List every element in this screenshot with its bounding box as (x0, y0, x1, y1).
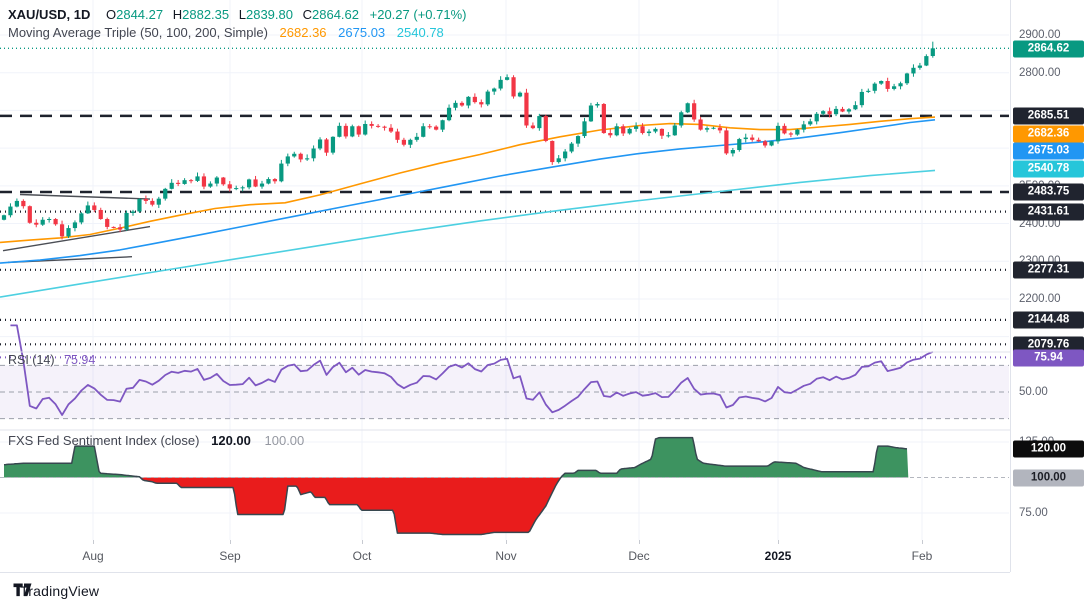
time-axis-tick (362, 540, 363, 544)
symbol-title[interactable]: XAU/USD, 1D (8, 7, 91, 22)
sentiment-positive-area (4, 437, 909, 478)
price-axis-badge: 2277.31 (1013, 261, 1084, 279)
time-axis-label: Sep (219, 549, 241, 563)
price-axis-badge: 2685.51 (1013, 107, 1084, 125)
price-axis[interactable]: 2900.002800.002500.002400.002300.002200.… (1010, 0, 1086, 572)
high-value: 2882.35 (182, 7, 230, 22)
rsi-value: 75.94 (64, 353, 96, 367)
ma100-value: 2675.03 (338, 25, 386, 40)
ma200-value: 2540.78 (396, 25, 444, 40)
price-axis-badge: 2483.75 (1013, 183, 1084, 201)
price-axis-badge: 2431.61 (1013, 203, 1084, 220)
low-label: L (238, 7, 246, 22)
price-axis-badge: 2675.03 (1013, 142, 1084, 160)
ma100-line[interactable] (0, 119, 936, 264)
time-axis-tick (93, 540, 94, 544)
price-axis-badge: 2540.78 (1013, 160, 1084, 177)
tradingview-attribution[interactable]: TradingView (13, 583, 99, 599)
time-axis-tick (778, 540, 779, 544)
time-axis-tick (230, 540, 231, 544)
price-axis-badge: 120.00 (1013, 440, 1084, 458)
time-axis-label: Oct (352, 549, 372, 563)
price-axis-label: 75.00 (1019, 507, 1048, 519)
price-level-lines[interactable] (0, 47, 1009, 346)
time-axis-tick (922, 540, 923, 544)
time-axis-label: Nov (495, 549, 517, 563)
candles-series[interactable] (1, 41, 935, 240)
time-axis-label: Dec (628, 549, 650, 563)
price-axis-badge: 2682.36 (1013, 125, 1084, 142)
ma50-value: 2682.36 (279, 25, 327, 40)
ma-legend: Moving Average Triple (50, 100, 200, Sim… (8, 25, 444, 40)
change-value: +20.27 (+0.71%) (369, 7, 467, 22)
ma50-line[interactable] (0, 116, 936, 244)
price-axis-badge: 2079.76 (1013, 336, 1084, 353)
price-axis-label: 2800.00 (1019, 66, 1061, 79)
time-axis-label: Feb (911, 549, 933, 563)
chart-canvas[interactable] (0, 0, 1086, 572)
rsi-indicator-title[interactable]: RSI (14) (8, 353, 55, 367)
open-label: O (105, 7, 117, 22)
price-axis-badge: 100.00 (1013, 469, 1084, 487)
high-label: H (172, 7, 183, 22)
time-axis[interactable]: Aug Sep Oct Nov Dec 2025 Feb (0, 540, 1010, 573)
main-legend: XAU/USD, 1D O2844.27 H2882.35 L2839.80 C… (8, 7, 466, 22)
rsi-legend: RSI (14) 75.94 (8, 353, 95, 367)
sentiment-negative-area (4, 477, 909, 535)
price-axis-label: 50.00 (1019, 386, 1048, 398)
price-axis-badge: 75.94 (1013, 349, 1084, 366)
sentiment-legend: FXS Fed Sentiment Index (close) 120.00 1… (8, 433, 304, 448)
tradingview-brand-text: TradingView (20, 583, 100, 599)
gridlines (0, 0, 1009, 540)
open-value: 2844.27 (116, 7, 164, 22)
close-label: C (302, 7, 312, 22)
ma-indicator-title[interactable]: Moving Average Triple (50, 100, 200, Sim… (8, 25, 268, 40)
sentiment-area[interactable] (0, 436, 1009, 536)
ma200-line[interactable] (0, 169, 936, 298)
price-axis-badge: 2144.48 (1013, 311, 1084, 329)
sentiment-baseline-value: 100.00 (264, 433, 305, 448)
time-axis-label: 2025 (764, 549, 792, 563)
rsi-line[interactable] (10, 324, 934, 416)
price-axis-label: 2400.00 (1019, 217, 1061, 230)
time-axis-tick (639, 540, 640, 544)
time-axis-tick (506, 540, 507, 544)
price-axis-label: 2200.00 (1019, 292, 1061, 305)
close-value: 2864.62 (312, 7, 359, 22)
sentiment-value: 120.00 (211, 433, 251, 448)
time-axis-label: Aug (82, 549, 104, 563)
sentiment-indicator-title[interactable]: FXS Fed Sentiment Index (close) (8, 433, 200, 448)
price-axis-label: 2900.00 (1019, 29, 1061, 41)
low-value: 2839.80 (245, 7, 293, 22)
price-axis-badge: 2864.62 (1013, 40, 1084, 58)
